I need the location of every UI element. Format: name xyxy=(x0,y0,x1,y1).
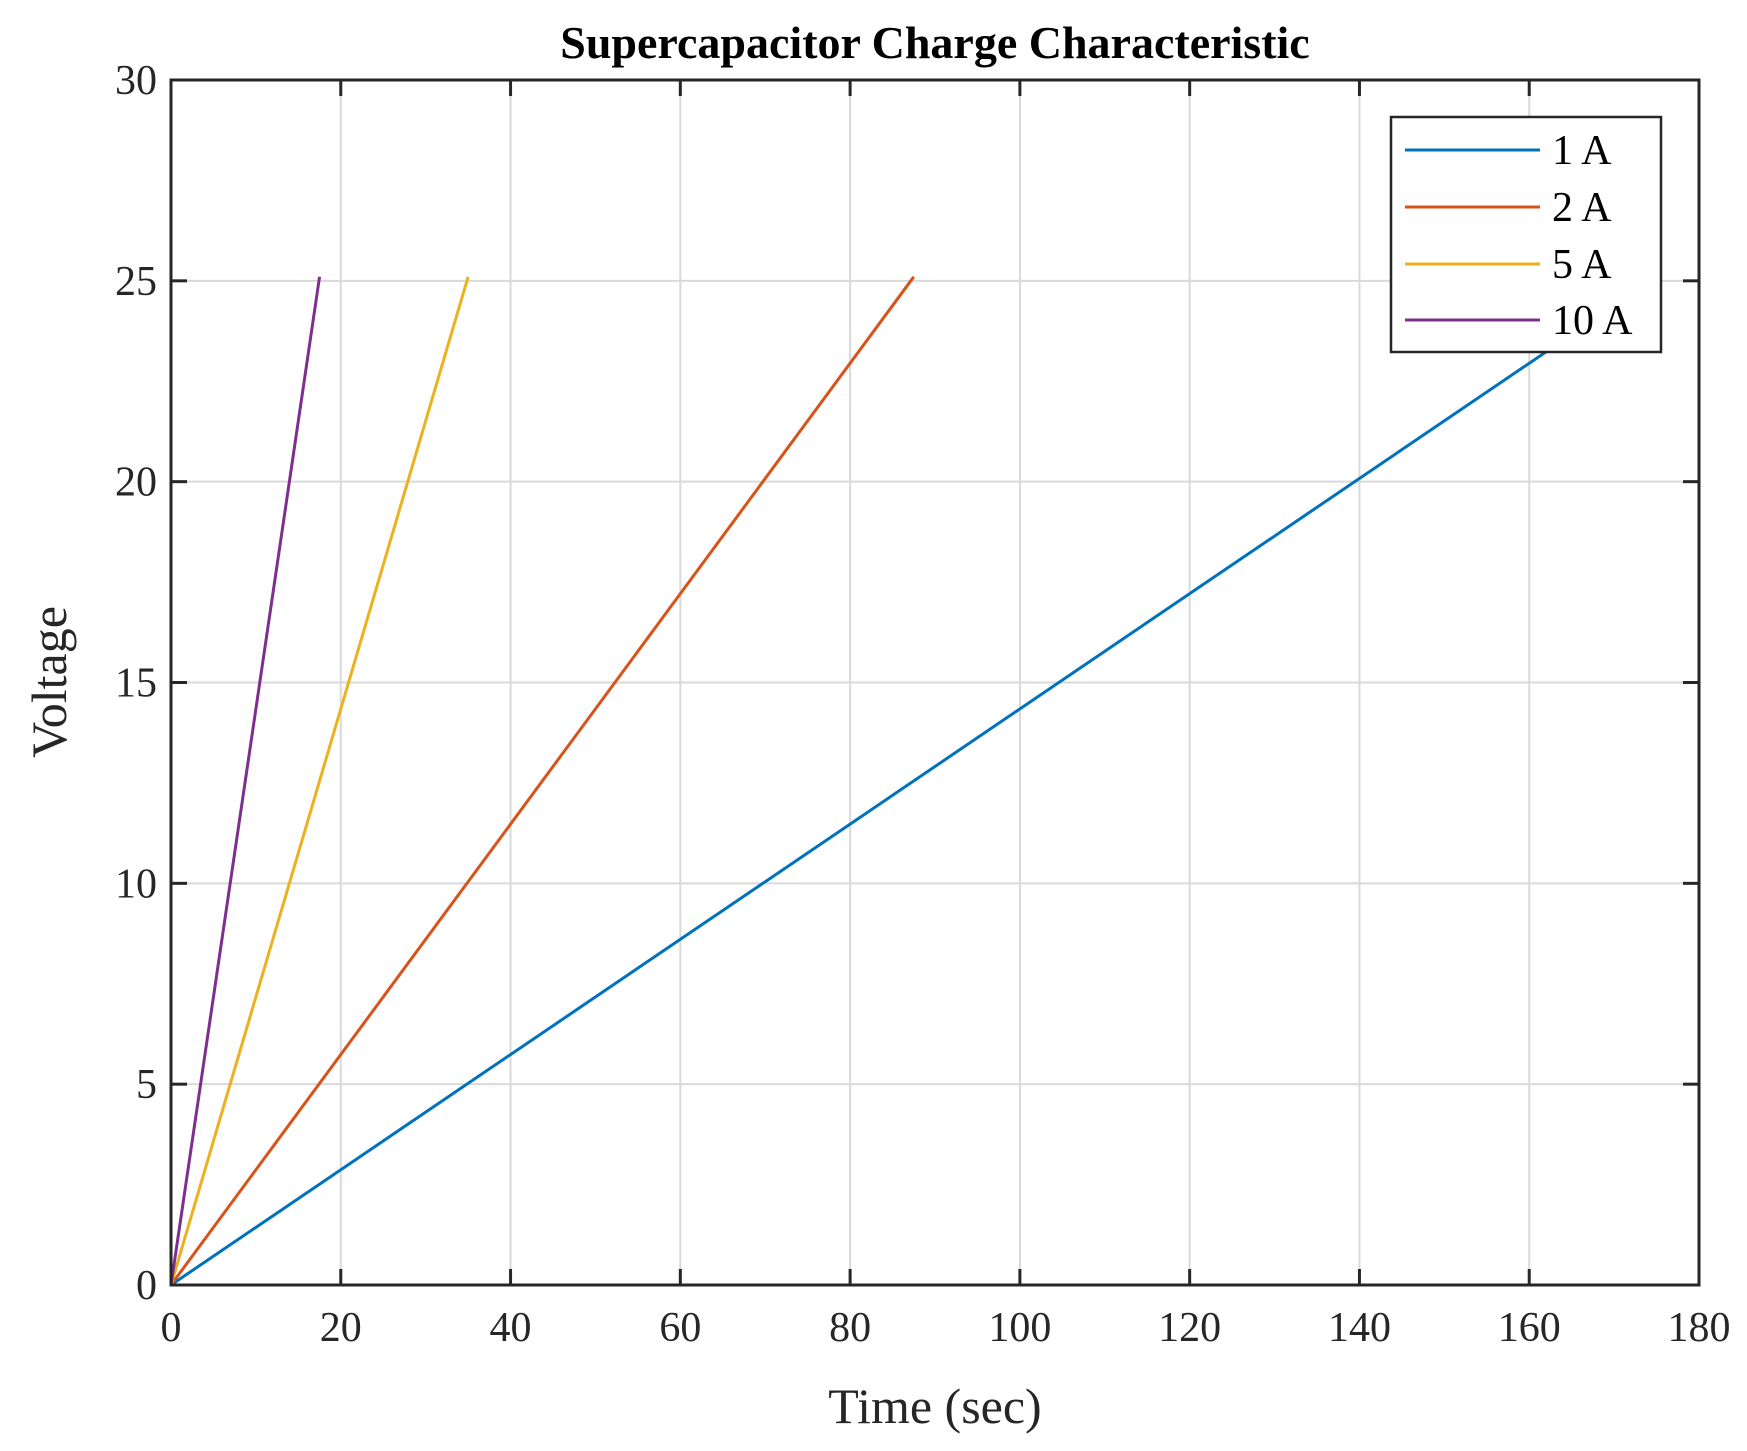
legend-box xyxy=(1389,115,1663,354)
legend-item-1a: 1 A xyxy=(1405,128,1612,174)
series-line-10a xyxy=(169,276,322,1286)
chart-title: Supercapacitor Charge Characteristic xyxy=(560,17,1309,68)
y-tick-label: 20 xyxy=(115,460,157,506)
legend-label-10a: 10 A xyxy=(1552,298,1633,344)
x-tick-label: 100 xyxy=(988,1305,1051,1351)
x-axis-label: Time (sec) xyxy=(828,1378,1041,1434)
x-tick-label: 60 xyxy=(659,1305,701,1351)
legend-label-5a: 5 A xyxy=(1552,242,1612,288)
legend-item-2a: 2 A xyxy=(1405,185,1612,231)
y-tick-label: 10 xyxy=(115,861,157,907)
series-line-5a xyxy=(169,276,470,1286)
x-tick-label: 140 xyxy=(1328,1305,1391,1351)
legend-item-10a: 10 A xyxy=(1405,298,1633,344)
y-tick-label: 25 xyxy=(115,259,157,305)
legend: 1 A 2 A 5 A 10 A xyxy=(1389,115,1663,354)
y-tick-label: 5 xyxy=(136,1062,157,1108)
series-layer xyxy=(169,275,1658,1287)
y-tick-label: 0 xyxy=(136,1263,157,1309)
series-line-2a xyxy=(169,275,915,1286)
y-tick-label: 15 xyxy=(115,661,157,707)
x-tick-label: 40 xyxy=(490,1305,532,1351)
grid xyxy=(171,80,1699,1285)
x-tick-label: 120 xyxy=(1158,1305,1221,1351)
series-line-1a xyxy=(170,275,1658,1287)
x-tick-label: 80 xyxy=(829,1305,871,1351)
x-tick-label: 0 xyxy=(161,1305,182,1351)
ticks xyxy=(169,78,1701,1287)
legend-label-2a: 2 A xyxy=(1552,185,1612,231)
y-tick-label: 30 xyxy=(115,58,157,104)
x-tick-label: 160 xyxy=(1498,1305,1561,1351)
y-axis-label: Voltage xyxy=(21,606,77,758)
legend-item-5a: 5 A xyxy=(1405,242,1612,288)
x-tick-label: 180 xyxy=(1668,1305,1731,1351)
x-tick-label: 20 xyxy=(320,1305,362,1351)
legend-label-1a: 1 A xyxy=(1552,128,1612,174)
tick-labels: 0 20 40 60 80 100 120 140 160 180 0 5 10 15 20 25 30 xyxy=(115,58,1731,1351)
